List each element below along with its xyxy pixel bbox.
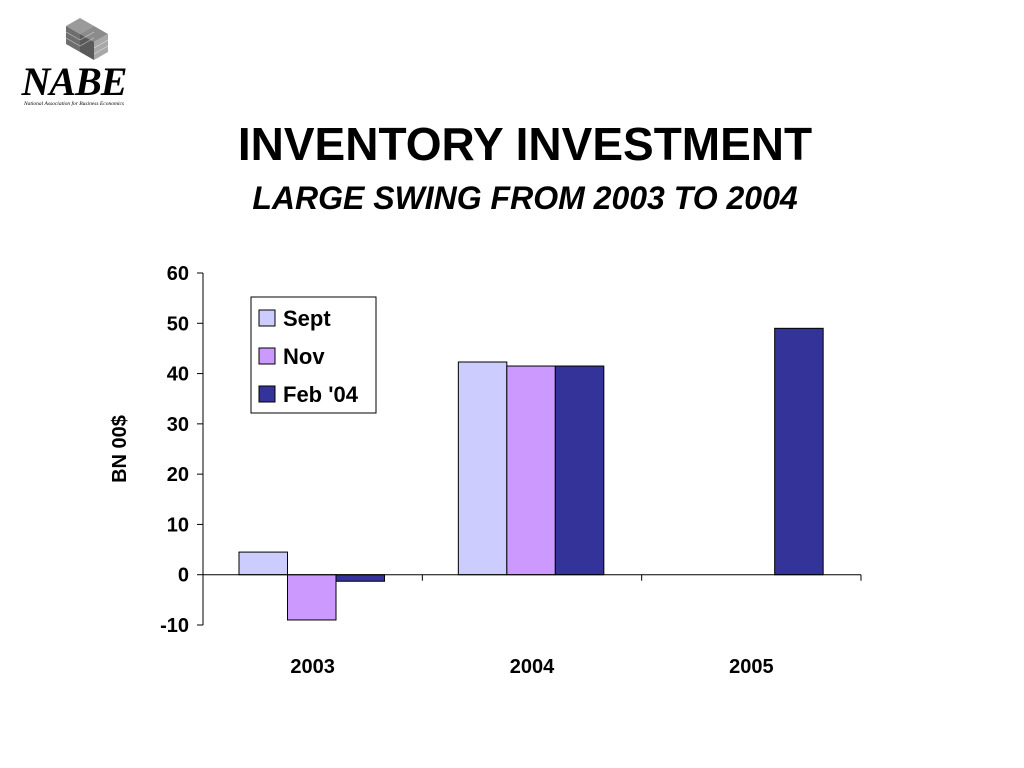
legend-swatch [258,347,276,365]
bar-2004-2 [554,365,605,576]
x-tick-label: 2005 [729,656,774,678]
bar-2003-1 [287,574,337,621]
legend-label: Sept [283,306,331,331]
logo-cube-icon [65,18,109,60]
bar-2003-2 [335,574,385,582]
y-tick-label: 50 [167,313,189,335]
legend-swatch [258,385,276,403]
legend-label: Feb '04 [283,382,359,407]
y-tick-label: 10 [167,514,189,536]
bar-2004-1 [506,365,556,576]
y-tick-label: 30 [167,414,189,436]
y-tick-label: 60 [167,263,189,285]
logo-wordmark: NABE [21,59,128,104]
x-tick-label: 2004 [510,656,555,678]
slide-title: INVENTORY INVESTMENT [237,118,813,170]
y-tick-label: 0 [178,565,189,587]
y-tick-label: 40 [167,364,189,386]
bar-2004-0 [457,361,508,576]
legend-swatch [258,309,276,327]
logo-subtext: National Association for Business Econom… [23,101,125,107]
nabe-logo: NABE National Association for Business E… [14,14,134,110]
legend-label: Nov [283,344,325,369]
slide-subtitle: LARGE SWING FROM 2003 TO 2004 [252,180,798,216]
bar-2003-0 [238,551,288,576]
y-tick-label: 20 [167,464,189,486]
bar-2005-2 [774,327,824,576]
y-tick-label: -10 [160,615,189,637]
x-tick-label: 2003 [290,656,335,678]
y-axis-label: BN 00$ [109,415,131,483]
